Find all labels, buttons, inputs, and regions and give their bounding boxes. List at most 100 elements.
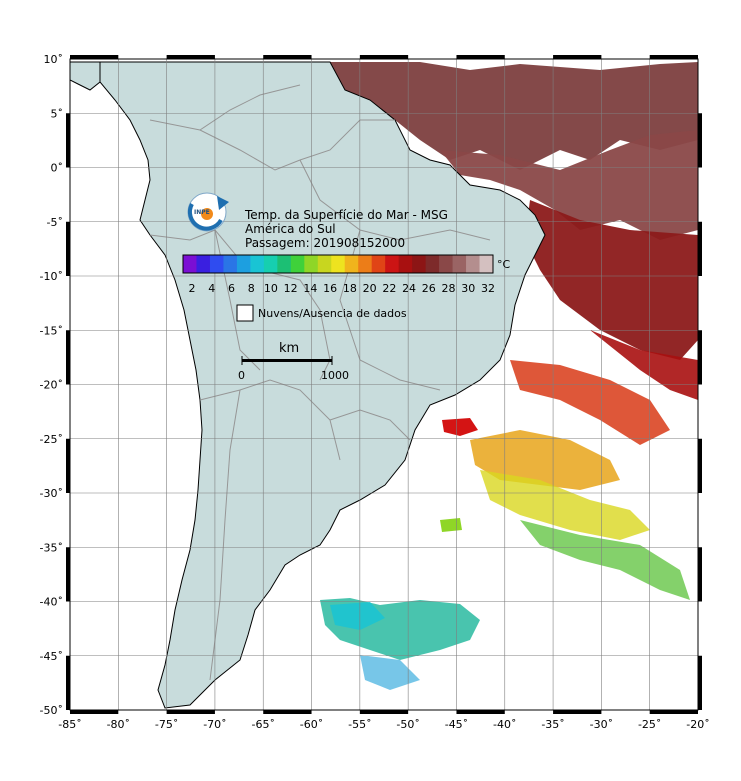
lon-tick-label: -30˚: [590, 718, 613, 731]
colorbar-tick-label: 22: [382, 282, 396, 295]
colorbar-swatch: [466, 255, 481, 273]
frame-band: [553, 55, 602, 59]
sst-patch-subtropical: [510, 360, 670, 445]
lon-tick-label: -45˚: [445, 718, 468, 731]
lat-tick-label: -45˚: [40, 650, 63, 663]
colorbar-tick-label: 10: [264, 282, 278, 295]
frame-band: [66, 221, 70, 276]
sst-data-layer: [320, 62, 698, 690]
frame-band: [166, 55, 215, 59]
central-america-land: [70, 61, 101, 91]
scale-end: 1000: [321, 369, 349, 382]
lat-tick-label: -15˚: [40, 324, 63, 337]
colorbar-tick-label: 6: [228, 282, 235, 295]
frame-band: [698, 655, 702, 710]
lon-tick-label: -35˚: [541, 718, 564, 731]
lon-tick-label: -60˚: [300, 718, 323, 731]
logo-text: INPE: [194, 209, 210, 216]
lon-tick-label: -70˚: [203, 718, 226, 731]
logo-arrow-icon: [217, 196, 229, 210]
frame-band: [698, 547, 702, 602]
frame-band: [698, 330, 702, 385]
colorbar-swatch: [209, 255, 224, 273]
title-line-3: Passagem: 201908152000: [245, 236, 405, 250]
colorbar-swatch: [196, 255, 211, 273]
colorbar-swatch: [236, 255, 251, 273]
colorbar-tick-label: 12: [284, 282, 298, 295]
colorbar-swatch: [277, 255, 292, 273]
colorbar-swatch: [358, 255, 373, 273]
frame-band: [66, 113, 70, 168]
colorbar-swatch: [290, 255, 305, 273]
frame-band: [649, 55, 698, 59]
frame-band: [66, 655, 70, 710]
frame-band: [359, 710, 409, 714]
lon-tick-label: -65˚: [251, 718, 274, 731]
logo-arc-icon: [187, 203, 223, 231]
colorbar-outline: [182, 254, 494, 274]
scale-bar: km 0 1000: [238, 341, 349, 382]
lat-tick-label: 0˚: [51, 162, 64, 175]
colorbar-tick-label: 26: [422, 282, 436, 295]
lon-tick-label: -55˚: [348, 718, 371, 731]
colorbar-swatch: [183, 255, 197, 273]
sst-patch-yellow: [480, 470, 650, 540]
colorbar-swatch: [479, 255, 494, 273]
frame-ticks: [66, 55, 702, 714]
colorbar-swatch: [263, 255, 278, 273]
frame-band: [698, 221, 702, 276]
scale-unit: km: [279, 341, 299, 356]
lon-tick-label: -50˚: [396, 718, 419, 731]
legend-label: Nuvens/Ausencia de dados: [258, 307, 407, 320]
lat-tick-label: -50˚: [40, 704, 63, 717]
frame-band: [166, 710, 215, 714]
sst-patch-northeast-brazil: [525, 200, 698, 360]
colorbar-swatch: [250, 255, 265, 273]
frame-band: [70, 55, 119, 59]
frame-band: [263, 55, 312, 59]
lon-tick-label: -80˚: [107, 718, 130, 731]
colorbar-tick-label: 2: [189, 282, 196, 295]
inpe-logo: INPE: [187, 192, 229, 232]
sst-patch-east: [590, 330, 698, 400]
legend-swatch: [236, 304, 254, 322]
lat-tick-label: 5˚: [51, 107, 64, 120]
colorbar-tick-label: 14: [303, 282, 317, 295]
colorbar-tick-label: 20: [363, 282, 377, 295]
sst-patch-brazil-current: [442, 418, 478, 436]
frame-band: [698, 438, 702, 493]
frame-band: [70, 710, 119, 714]
colorbar-tick-label: 8: [248, 282, 255, 295]
lon-tick-label: -75˚: [155, 718, 178, 731]
frame-band: [66, 330, 70, 385]
frame-band: [649, 710, 698, 714]
colorbar-tick-label: 30: [461, 282, 475, 295]
frame-band: [66, 438, 70, 493]
colorbar-swatch: [331, 255, 346, 273]
frame-band: [698, 113, 702, 168]
colorbar-swatch: [398, 255, 413, 273]
lat-tick-label: -20˚: [40, 379, 63, 392]
frame-band: [456, 710, 505, 714]
logo-sun-icon: [201, 208, 213, 220]
scale-start: 0: [238, 369, 245, 382]
title-line-2: América do Sul: [245, 222, 336, 236]
colorbar-tick-label: 32: [481, 282, 495, 295]
frame-band: [456, 55, 505, 59]
lat-tick-label: -25˚: [40, 433, 63, 446]
colorbar-tick-label: 28: [442, 282, 456, 295]
sst-patch-green: [520, 520, 690, 600]
colorbar-tick-label: 16: [323, 282, 337, 295]
axis-labels: -85˚ -80˚ -75˚ -70˚ -65˚ -60˚ -55˚ -50˚ -45˚ -40˚…: [40, 53, 710, 731]
lat-tick-label: -30˚: [40, 487, 63, 500]
lat-tick-label: -40˚: [40, 596, 63, 609]
colorbar-tick-label: 24: [402, 282, 416, 295]
graticule: [70, 59, 698, 710]
lat-tick-label: -35˚: [40, 541, 63, 554]
colorbar-swatch: [452, 255, 467, 273]
lat-tick-label: -10˚: [40, 270, 63, 283]
colorbar-swatch: [412, 255, 427, 273]
colorbar-swatch: [344, 255, 359, 273]
lat-tick-label: -5˚: [47, 216, 63, 229]
